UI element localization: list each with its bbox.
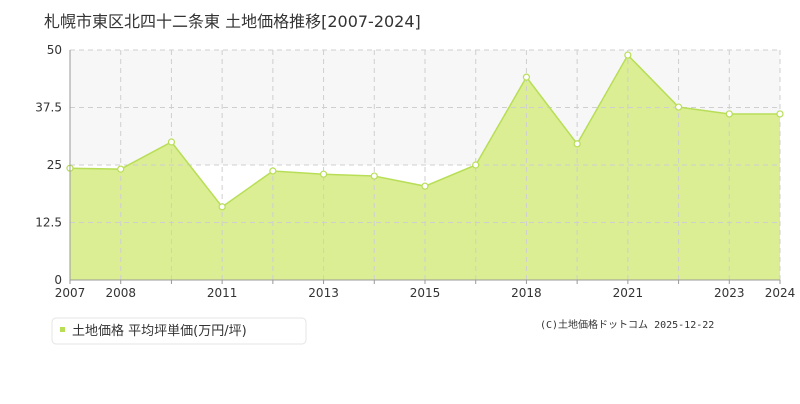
- x-tick-label: 2007: [55, 286, 86, 300]
- chart-title: 札幌市東区北四十二条東 土地価格推移[2007-2024]: [44, 12, 421, 31]
- x-tick-label: 2011: [207, 286, 238, 300]
- x-tick-label: 2018: [511, 286, 542, 300]
- x-tick-label: 2008: [105, 286, 136, 300]
- point: [776, 110, 784, 118]
- y-tick-label: 0: [54, 273, 62, 287]
- copyright: (C)土地価格ドットコム 2025-12-22: [540, 318, 714, 331]
- x-tick-label: 2013: [308, 286, 339, 300]
- y-tick-label: 50: [47, 43, 62, 57]
- point: [117, 165, 125, 173]
- x-tick-label: 2023: [714, 286, 745, 300]
- legend-box: [51, 317, 307, 345]
- point: [319, 170, 328, 178]
- x-tick-label: 2021: [613, 286, 644, 300]
- legend-swatch: [60, 327, 65, 332]
- y-tick-label: 25: [47, 158, 62, 172]
- point: [624, 51, 632, 59]
- area: [70, 55, 780, 281]
- point: [370, 172, 378, 180]
- y-tick-label: 12.5: [35, 216, 62, 230]
- point: [725, 110, 733, 118]
- point: [421, 182, 429, 190]
- y-tick-label: 37.5: [35, 101, 62, 115]
- point: [269, 167, 277, 175]
- point: [522, 73, 531, 81]
- point: [472, 161, 480, 169]
- x-tick-label: 2015: [410, 286, 441, 300]
- point: [218, 203, 226, 211]
- point: [167, 138, 176, 146]
- point: [573, 140, 581, 148]
- x-tick-label: 2024: [765, 286, 796, 300]
- point: [674, 103, 683, 111]
- legend-label: 土地価格 平均坪単価(万円/坪): [72, 323, 247, 339]
